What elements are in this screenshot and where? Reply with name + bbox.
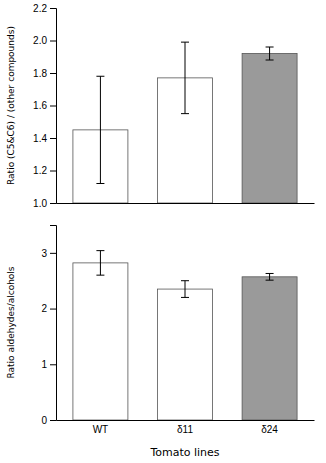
y-tick-label: 2.0 bbox=[33, 35, 47, 46]
y-tick: 1.4 bbox=[33, 133, 56, 144]
y-tick: 1.8 bbox=[33, 68, 56, 79]
x-tick: WT bbox=[93, 424, 109, 435]
x-tick-label: WT bbox=[93, 424, 109, 435]
y-tick: 3 bbox=[41, 248, 56, 259]
bar bbox=[242, 54, 297, 204]
x-axis-line bbox=[57, 420, 315, 421]
y-tick-label: 1.6 bbox=[33, 100, 47, 111]
x-tick: δ24 bbox=[261, 424, 278, 435]
bars bbox=[73, 42, 297, 203]
y-tick-label: 2 bbox=[41, 303, 47, 314]
y-tick-label: 1.4 bbox=[33, 133, 47, 144]
y-axis-line bbox=[50, 9, 57, 204]
y-tick: 1.2 bbox=[33, 165, 56, 176]
x-axis-line bbox=[57, 203, 315, 204]
y-tick-mark bbox=[50, 138, 56, 139]
y-tick: 2.0 bbox=[33, 35, 56, 46]
x-axis bbox=[57, 203, 315, 204]
y-tick-label: 1.8 bbox=[33, 68, 47, 79]
y-tick-mark bbox=[50, 106, 56, 107]
y-tick-label: 1.2 bbox=[33, 165, 47, 176]
y-axis-title: Ratio (C5&C6) / (other compounds) bbox=[6, 26, 16, 185]
bar bbox=[73, 263, 128, 420]
y-axis-line bbox=[50, 226, 57, 421]
panel: 1.0 1.2 1.4 1.6 1.8 2.0 2.2 Ratio (C5&C6) / (ot… bbox=[6, 3, 315, 209]
y-tick-mark bbox=[50, 203, 56, 204]
chart: 1.0 1.2 1.4 1.6 1.8 2.0 2.2 Ratio (C5&C6) / (ot… bbox=[0, 0, 326, 463]
y-tick: 1 bbox=[41, 359, 56, 370]
y-tick-mark bbox=[50, 8, 56, 9]
bar bbox=[158, 289, 213, 420]
y-tick-label: 0 bbox=[41, 415, 47, 426]
x-axis-title: Tomato lines bbox=[149, 446, 219, 459]
y-tick: 2 bbox=[41, 303, 56, 314]
y-tick-mark bbox=[50, 73, 56, 74]
y-tick: 0 bbox=[41, 415, 56, 426]
y-tick: 1.6 bbox=[33, 100, 56, 111]
y-tick: 1.0 bbox=[33, 198, 56, 209]
error-bar bbox=[96, 251, 104, 276]
y-axis-title: Ratio aldehydes/alcohols bbox=[6, 266, 16, 378]
y-tick-label: 1 bbox=[41, 359, 47, 370]
error-bar bbox=[96, 76, 104, 183]
panel: 0 1 2 3 WT δ11 δ24 Ratio aldehydes/alcohols Toma… bbox=[6, 226, 315, 460]
x-tick-label: δ24 bbox=[261, 424, 278, 435]
y-tick: 2.2 bbox=[33, 3, 56, 14]
error-bar bbox=[181, 42, 189, 114]
y-tick-mark bbox=[50, 309, 56, 310]
x-tick-label: δ11 bbox=[177, 424, 193, 435]
bars bbox=[73, 251, 297, 420]
y-tick-label: 1.0 bbox=[33, 198, 47, 209]
y-tick-mark bbox=[50, 171, 56, 172]
y-tick-mark bbox=[50, 41, 56, 42]
error-bar bbox=[181, 281, 189, 298]
y-tick-mark bbox=[50, 420, 56, 421]
y-tick-label: 2.2 bbox=[33, 3, 47, 14]
y-tick-mark bbox=[50, 253, 56, 254]
y-axis: 1.0 1.2 1.4 1.6 1.8 2.0 2.2 bbox=[33, 3, 56, 209]
y-tick-mark bbox=[50, 364, 56, 365]
x-axis: WT δ11 δ24 bbox=[57, 421, 315, 436]
bar bbox=[242, 277, 297, 420]
error-bar bbox=[266, 47, 274, 60]
y-tick-label: 3 bbox=[41, 248, 47, 259]
x-tick: δ11 bbox=[177, 424, 193, 435]
y-axis: 0 1 2 3 bbox=[41, 226, 56, 426]
error-bar bbox=[266, 273, 274, 280]
